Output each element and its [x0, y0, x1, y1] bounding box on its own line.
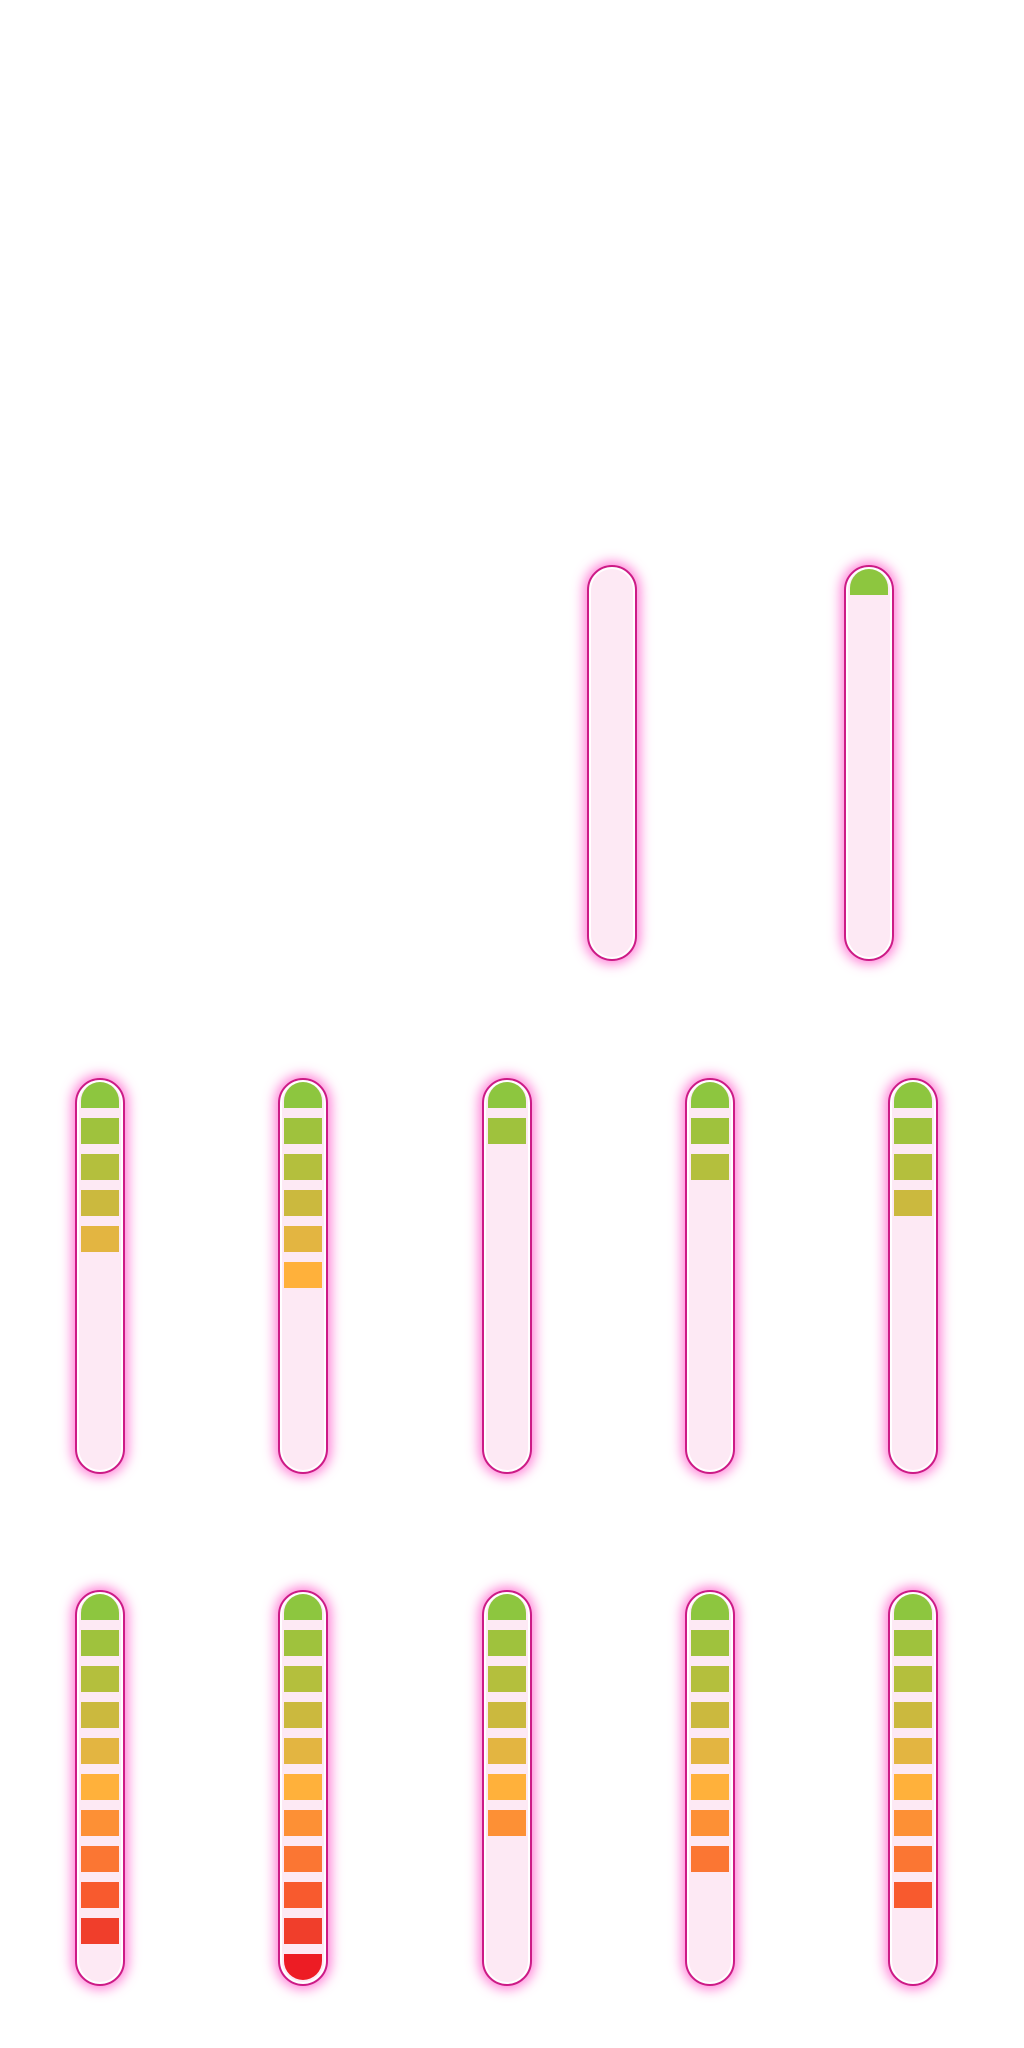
health-segment [81, 1226, 119, 1252]
health-segment [284, 1082, 322, 1108]
health-segment [81, 1702, 119, 1728]
health-segment [894, 1666, 932, 1692]
health-segment [894, 1594, 932, 1620]
health-segment [691, 1630, 729, 1656]
health-segment [691, 1738, 729, 1764]
health-segment [488, 1702, 526, 1728]
health-segment [488, 1118, 526, 1144]
health-meter-level-9 [888, 1590, 938, 1986]
health-meter-level-3 [685, 1078, 735, 1474]
health-segment [488, 1082, 526, 1108]
health-segment [894, 1118, 932, 1144]
health-segment [284, 1118, 322, 1144]
health-segment [284, 1738, 322, 1764]
health-segment [284, 1846, 322, 1872]
health-segment [284, 1702, 322, 1728]
health-meter-empty [587, 565, 637, 961]
health-segment [894, 1774, 932, 1800]
health-segment [81, 1082, 119, 1108]
health-segment [691, 1118, 729, 1144]
health-segment [81, 1154, 119, 1180]
health-meter-level-8 [685, 1590, 735, 1986]
health-segment [81, 1774, 119, 1800]
health-meter-level-2 [482, 1078, 532, 1474]
health-segment [81, 1118, 119, 1144]
health-segment [691, 1774, 729, 1800]
health-meter-full [278, 1590, 328, 1986]
health-segment [894, 1846, 932, 1872]
health-segment [284, 1630, 322, 1656]
health-segment [81, 1738, 119, 1764]
health-meter-level-4 [888, 1078, 938, 1474]
health-segment [81, 1630, 119, 1656]
health-segment [894, 1702, 932, 1728]
health-segment [284, 1918, 322, 1944]
health-segment [284, 1774, 322, 1800]
health-segment [81, 1190, 119, 1216]
health-segment [488, 1630, 526, 1656]
health-segment [284, 1226, 322, 1252]
health-segment [894, 1082, 932, 1108]
health-segment [691, 1154, 729, 1180]
health-segment [488, 1666, 526, 1692]
health-segment [81, 1918, 119, 1944]
health-segment [488, 1810, 526, 1836]
health-segment [691, 1702, 729, 1728]
health-meter-level-10 [75, 1590, 125, 1986]
health-segment [284, 1594, 322, 1620]
health-segment [691, 1810, 729, 1836]
health-segment [488, 1774, 526, 1800]
health-segment [81, 1882, 119, 1908]
health-segment [81, 1594, 119, 1620]
health-meter-level-1 [844, 565, 894, 961]
health-segment [284, 1262, 322, 1288]
health-segment [284, 1190, 322, 1216]
health-segment [488, 1594, 526, 1620]
health-segment [284, 1810, 322, 1836]
health-segment [691, 1666, 729, 1692]
health-segment [894, 1882, 932, 1908]
health-segment [284, 1666, 322, 1692]
health-segment [894, 1154, 932, 1180]
health-segment [691, 1082, 729, 1108]
health-segment [850, 569, 888, 595]
health-segment [81, 1846, 119, 1872]
health-segment [284, 1954, 322, 1980]
health-segment [284, 1882, 322, 1908]
health-segment [284, 1154, 322, 1180]
health-segment [691, 1846, 729, 1872]
health-segment [894, 1630, 932, 1656]
health-segment [894, 1738, 932, 1764]
health-meter-level-6 [278, 1078, 328, 1474]
health-segment [894, 1810, 932, 1836]
health-meter-level-5 [75, 1078, 125, 1474]
health-segment [81, 1810, 119, 1836]
health-segment [81, 1666, 119, 1692]
health-meter-level-7 [482, 1590, 532, 1986]
health-segment [488, 1738, 526, 1764]
health-segment [894, 1190, 932, 1216]
health-segment [691, 1594, 729, 1620]
